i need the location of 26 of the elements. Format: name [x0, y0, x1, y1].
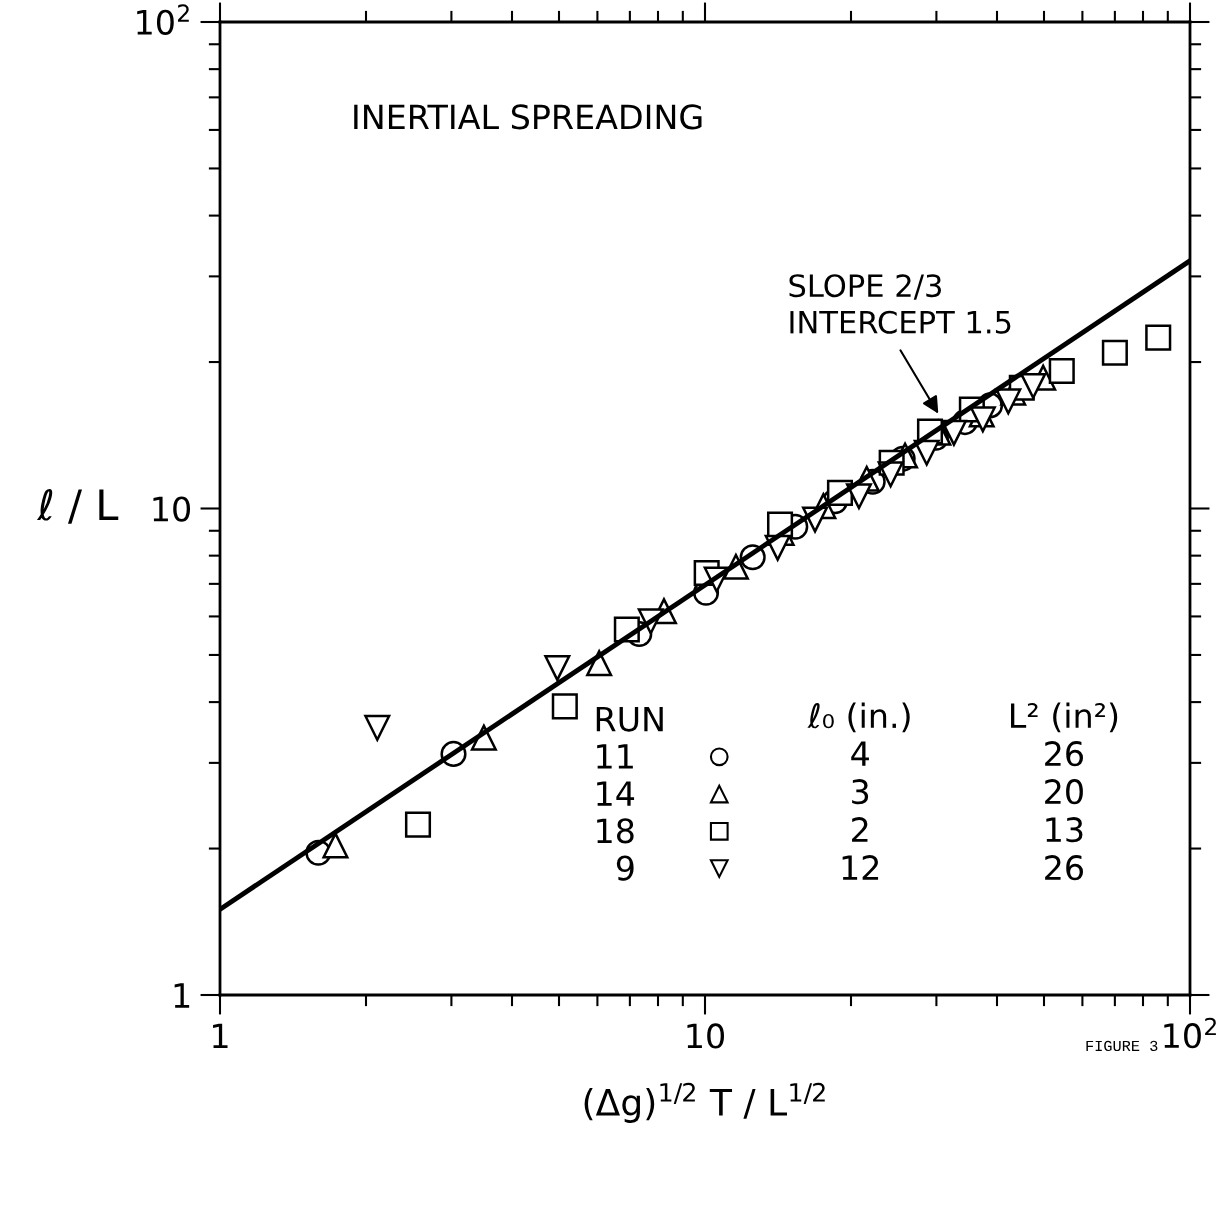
annotation: SLOPE 2/3 INTERCEPT 1.5 [789, 274, 1011, 334]
legend-title: RUN [596, 706, 663, 732]
x-tick-label: 1 [213, 1023, 228, 1049]
legend-label: 11 [597, 744, 633, 769]
annotation: 13 [1046, 817, 1083, 843]
legend-label: 9 [616, 855, 634, 881]
annotation: INERTIAL SPREADING [354, 104, 702, 130]
legend-label: 14 [597, 781, 635, 806]
annotation: 26 [1045, 741, 1084, 767]
legend-label: 18 [597, 818, 634, 844]
x-axis-title: (Δg)$^{1/2}$ T / L$^{1/2}$ [584, 1082, 825, 1123]
y-tick-label: 1 [174, 983, 190, 1008]
caption: FIGURE 3 [1086, 1040, 1158, 1052]
y-tick-label: 10$^{2}$ [137, 4, 189, 35]
x-tick-label: 10 [687, 1023, 724, 1049]
y-axis-title: ℓ / L [36, 489, 119, 524]
y-tick-label: 10 [153, 496, 191, 522]
x-tick-label: 10$^{2}$ [1164, 1017, 1216, 1049]
annotation: 26 [1045, 855, 1084, 881]
annotation: 2 [852, 817, 868, 842]
annotation: ℓ₀ (in.) [807, 702, 910, 733]
annotation: L² (in²) [1011, 702, 1118, 733]
annotation: 3 [852, 779, 869, 805]
annotation: 20 [1045, 779, 1083, 805]
annotation: 4 [851, 741, 869, 766]
annotation: 12 [842, 855, 879, 880]
